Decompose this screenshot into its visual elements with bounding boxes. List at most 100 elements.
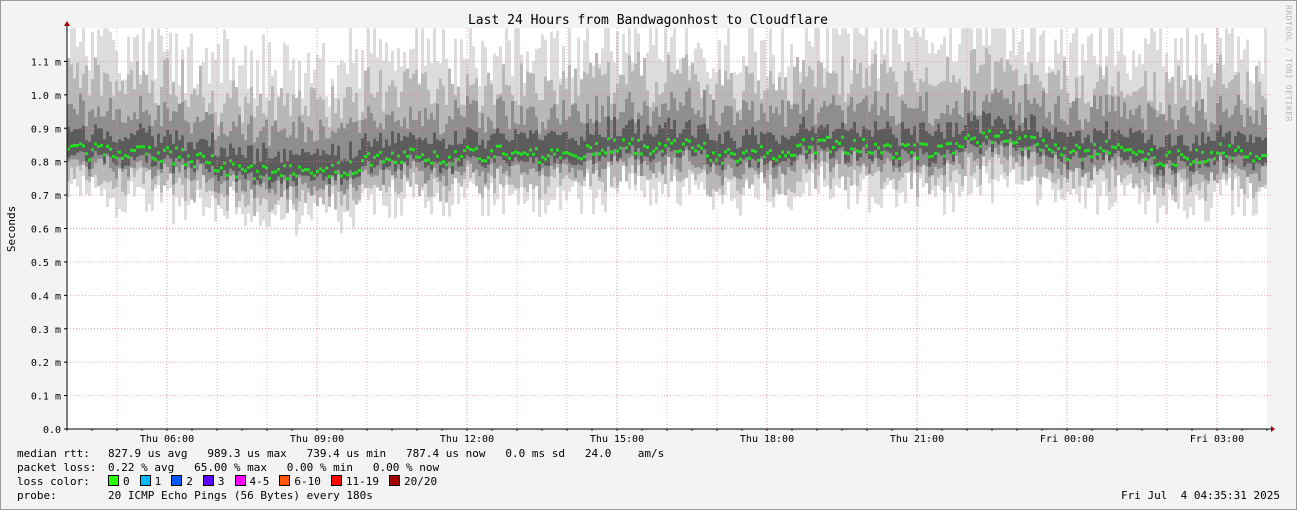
smoke-band bbox=[526, 138, 529, 162]
median-marker bbox=[1015, 140, 1018, 144]
smoke-band bbox=[1045, 128, 1048, 156]
smoke-band bbox=[1102, 133, 1105, 161]
smoke-band bbox=[142, 127, 145, 155]
probe-label: probe: bbox=[17, 489, 57, 502]
y-tick-label: 0.6 m bbox=[31, 225, 61, 236]
median-marker bbox=[400, 160, 403, 164]
median-marker bbox=[1057, 147, 1060, 151]
smoke-band bbox=[355, 121, 358, 191]
smoke-band bbox=[898, 145, 901, 167]
smoke-band bbox=[877, 130, 880, 159]
median-marker bbox=[715, 158, 718, 162]
smoke-band bbox=[1111, 96, 1114, 160]
median-marker bbox=[508, 156, 511, 160]
smoke-band bbox=[430, 144, 433, 171]
median-marker bbox=[940, 144, 943, 148]
median-marker bbox=[1132, 151, 1135, 155]
median-marker bbox=[139, 145, 142, 149]
smoke-band bbox=[415, 139, 418, 163]
x-tick-label: Thu 06:00 bbox=[140, 434, 194, 445]
loss-color-label: 3 bbox=[217, 475, 225, 488]
median-marker bbox=[736, 159, 739, 163]
median-marker bbox=[316, 169, 319, 173]
smoke-band bbox=[994, 88, 997, 149]
median-marker bbox=[643, 144, 646, 148]
smoke-band bbox=[589, 134, 592, 153]
smoke-band bbox=[535, 130, 538, 158]
smoke-band bbox=[1150, 134, 1153, 158]
smoke-band bbox=[523, 133, 526, 163]
loss-color-key: 11-19 bbox=[330, 475, 379, 489]
median-marker bbox=[1147, 152, 1150, 156]
loss-color-label: 4-5 bbox=[249, 475, 270, 488]
smoke-band bbox=[136, 61, 139, 171]
median-marker bbox=[421, 153, 424, 157]
smoke-band bbox=[337, 145, 340, 170]
smoke-band bbox=[619, 112, 622, 160]
median-marker bbox=[916, 156, 919, 160]
smoke-band bbox=[544, 135, 547, 166]
median-marker bbox=[955, 142, 958, 146]
smoke-band bbox=[1249, 134, 1252, 164]
smoke-band bbox=[973, 115, 976, 147]
median-marker bbox=[598, 152, 601, 156]
median-marker bbox=[1093, 142, 1096, 146]
smoke-band bbox=[787, 101, 790, 168]
median-marker bbox=[1177, 149, 1180, 153]
smoke-band bbox=[496, 128, 499, 156]
probe-value: 20 ICMP Echo Pings (56 Bytes) every 180s bbox=[108, 489, 373, 502]
smoke-band bbox=[901, 121, 904, 150]
smoke-band bbox=[475, 131, 478, 158]
smoke-band bbox=[754, 135, 757, 161]
loss-color-key: 20/20 bbox=[389, 475, 437, 489]
y-tick-label: 1.1 m bbox=[31, 57, 61, 68]
smoke-band bbox=[1216, 131, 1219, 162]
median-marker bbox=[505, 153, 508, 157]
median-marker bbox=[115, 156, 118, 160]
smoke-band bbox=[130, 133, 133, 157]
smoke-band bbox=[133, 135, 136, 161]
smoke-band bbox=[1012, 120, 1015, 148]
median-marker bbox=[262, 164, 265, 168]
smoke-band bbox=[106, 131, 109, 154]
y-tick-label: 0.9 m bbox=[31, 124, 61, 135]
smoke-band bbox=[736, 148, 739, 167]
smoke-band bbox=[1162, 147, 1165, 176]
median-marker bbox=[1189, 162, 1192, 166]
median-marker bbox=[607, 137, 610, 141]
median-marker bbox=[805, 149, 808, 153]
median-marker bbox=[367, 152, 370, 156]
median-marker bbox=[664, 144, 667, 148]
smoke-band bbox=[799, 124, 802, 154]
smoke-band bbox=[892, 134, 895, 166]
median-marker bbox=[580, 157, 583, 161]
smoke-band bbox=[760, 131, 763, 157]
median-marker bbox=[1258, 156, 1261, 160]
smoke-band bbox=[988, 113, 991, 140]
median-marker bbox=[760, 145, 763, 149]
x-tick-label: Thu 15:00 bbox=[590, 434, 644, 445]
smoke-band bbox=[1075, 130, 1078, 152]
smoke-band bbox=[271, 126, 274, 190]
median-marker bbox=[1048, 147, 1051, 151]
smoke-band bbox=[1237, 131, 1240, 155]
median-marker bbox=[535, 147, 538, 151]
smoke-band bbox=[625, 125, 628, 154]
median-marker bbox=[238, 164, 241, 168]
smoke-band bbox=[874, 121, 877, 151]
median-marker bbox=[637, 138, 640, 142]
median-marker bbox=[1171, 162, 1174, 166]
loss-color-label: 11-19 bbox=[345, 475, 379, 488]
smoke-band bbox=[178, 140, 181, 162]
median-marker bbox=[1006, 139, 1009, 143]
smoke-band bbox=[70, 131, 73, 156]
median-marker bbox=[913, 143, 916, 147]
median-marker bbox=[721, 161, 724, 165]
smoke-band bbox=[1024, 117, 1027, 147]
smoke-bands bbox=[67, 28, 1267, 236]
smoke-band bbox=[676, 137, 679, 158]
smoke-band bbox=[928, 133, 931, 167]
smoke-band bbox=[343, 158, 346, 179]
smoke-band bbox=[1108, 139, 1111, 161]
loss-color-label: 1 bbox=[154, 475, 162, 488]
